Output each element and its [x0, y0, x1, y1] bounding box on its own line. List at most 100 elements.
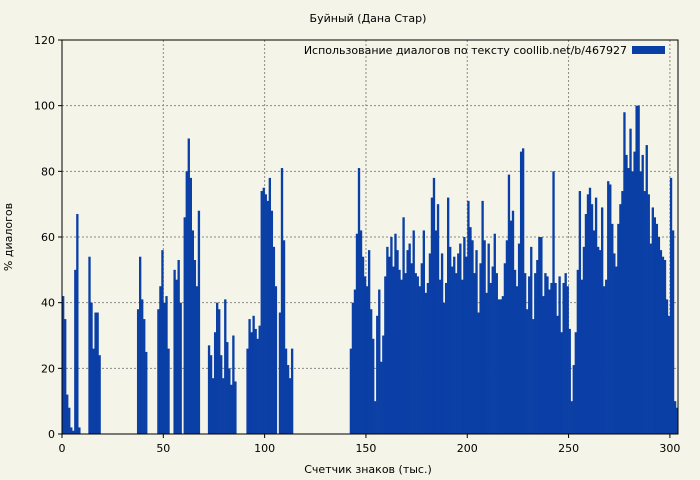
bars-group — [62, 105, 679, 435]
y-tick-label: 0 — [48, 428, 55, 441]
bar — [398, 269, 401, 434]
bar — [673, 401, 677, 434]
bar — [179, 302, 182, 434]
bar — [586, 194, 590, 434]
bar — [256, 338, 259, 434]
y-axis-label: % диалогов — [2, 203, 15, 271]
bar — [422, 230, 426, 434]
bar — [416, 276, 419, 434]
bar — [355, 233, 359, 434]
bar — [254, 328, 257, 434]
x-tick-label: 100 — [254, 442, 275, 455]
bar — [548, 289, 551, 434]
bar — [519, 151, 523, 434]
bar — [643, 191, 646, 434]
bar — [216, 302, 219, 434]
bar — [532, 319, 535, 434]
bar — [463, 237, 466, 434]
bar — [430, 197, 434, 434]
bar — [280, 168, 284, 435]
bar — [556, 315, 559, 434]
bar — [402, 217, 405, 434]
bar — [566, 286, 569, 434]
bar — [465, 256, 468, 434]
x-axis-label: Счетчик знаков (тыс.) — [304, 463, 432, 476]
bar — [90, 302, 93, 434]
bar — [669, 177, 673, 434]
legend-label: Использование диалогов по тексту coollib… — [304, 44, 627, 57]
bar — [96, 312, 99, 434]
bar — [647, 194, 650, 434]
bar — [645, 145, 648, 434]
bar — [489, 282, 492, 434]
bar — [408, 243, 411, 434]
bar — [594, 197, 598, 434]
bar — [248, 319, 251, 434]
bar — [222, 378, 225, 434]
bar — [440, 253, 444, 434]
bar — [191, 230, 195, 434]
bar — [412, 230, 415, 434]
y-tick-label: 60 — [41, 231, 55, 244]
bar — [601, 207, 604, 434]
bar — [615, 266, 618, 434]
bar — [250, 332, 253, 434]
bar — [609, 184, 612, 434]
bar — [475, 250, 478, 434]
bar — [649, 243, 652, 434]
bar — [621, 191, 624, 434]
bar — [546, 276, 549, 434]
bar — [388, 256, 391, 434]
bar — [473, 273, 476, 434]
bar — [582, 246, 586, 434]
bar — [631, 171, 634, 434]
y-tick-label: 80 — [41, 165, 55, 178]
bar — [580, 279, 584, 434]
legend: Использование диалогов по тексту coollib… — [304, 44, 665, 57]
bar — [92, 348, 95, 434]
bar — [499, 299, 503, 434]
bar — [228, 368, 231, 434]
bar — [598, 250, 602, 434]
bar — [578, 191, 582, 434]
bar — [193, 259, 197, 434]
bar — [213, 332, 217, 434]
bar — [534, 273, 537, 434]
bar — [394, 233, 397, 434]
bar — [175, 279, 178, 434]
bar — [497, 299, 500, 434]
x-tick-label: 0 — [59, 442, 66, 455]
bar — [66, 394, 69, 434]
axis-ticks: 0 50 100 150 200 250 300 0 20 40 60 80 100 120 — [34, 34, 680, 455]
y-tick-label: 40 — [41, 297, 55, 310]
bar — [226, 342, 229, 434]
bar — [613, 253, 616, 434]
bar — [62, 296, 65, 434]
bar — [74, 269, 77, 434]
bar — [145, 351, 148, 434]
bar — [260, 191, 263, 434]
bar — [98, 355, 101, 434]
bar — [558, 276, 561, 434]
bar — [641, 154, 644, 435]
bar — [513, 269, 517, 434]
bar — [562, 282, 565, 434]
bar — [521, 148, 525, 434]
bar — [603, 286, 606, 434]
bar — [268, 177, 272, 434]
bar — [487, 243, 490, 434]
bar — [451, 266, 454, 434]
bar — [159, 286, 162, 434]
bar — [633, 151, 636, 434]
bar — [560, 332, 563, 434]
bar — [590, 204, 594, 434]
bar — [290, 348, 294, 434]
bar — [459, 243, 462, 434]
bar — [639, 171, 642, 434]
bar — [353, 289, 357, 434]
bar — [404, 273, 407, 434]
bar — [530, 246, 533, 434]
bar — [386, 246, 389, 434]
